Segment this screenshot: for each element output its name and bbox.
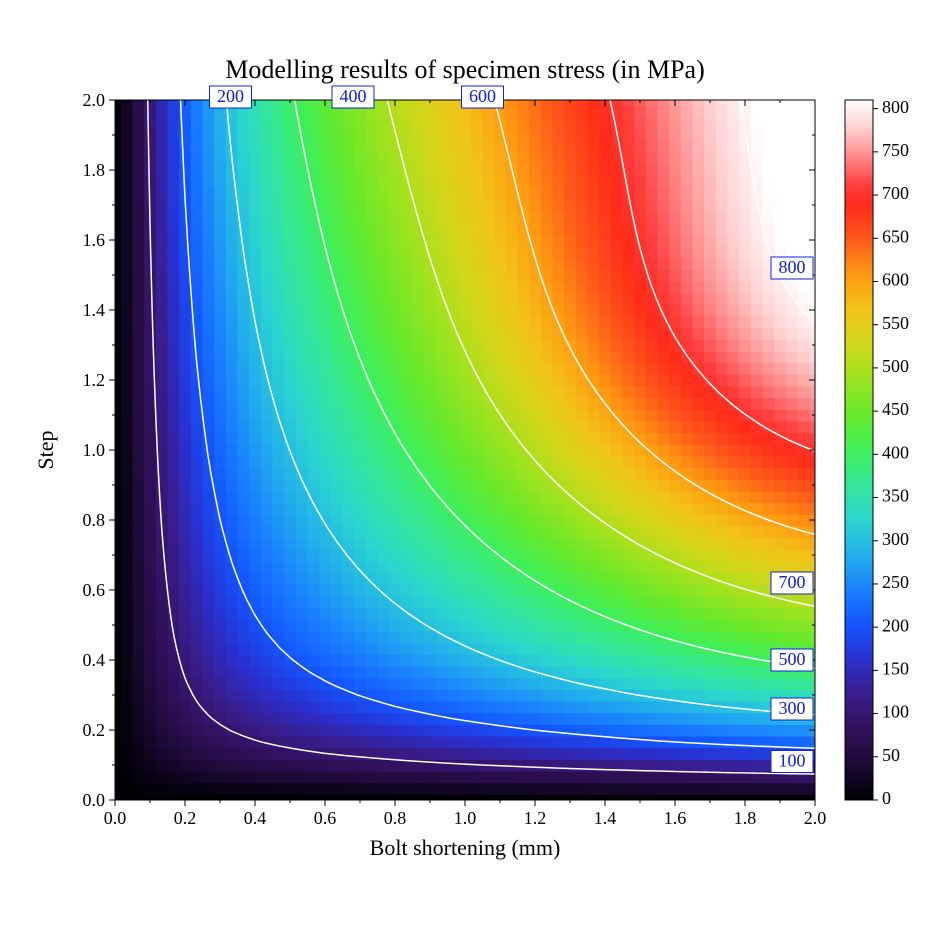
contour-label-800: 800 (779, 257, 806, 277)
x-tick-label: 1.0 (454, 808, 477, 828)
x-tick-label: 1.8 (734, 808, 757, 828)
colorbar-tick-label: 150 (882, 658, 909, 678)
colorbar-tick-label: 750 (882, 140, 909, 160)
stress-contour-chart: 0.0 0.2 0.4 0.6 0.8 1.0 1.2 1.4 1.6 1.8 2.0 0.0 0.2… (0, 0, 950, 950)
colorbar-tick-label: 50 (882, 745, 900, 765)
colorbar-tick-label: 550 (882, 313, 909, 333)
contour-label-300: 300 (779, 698, 806, 718)
contour-label-100: 100 (779, 751, 806, 771)
contour-label-200: 200 (217, 86, 244, 106)
y-tick-label: 0.6 (83, 580, 106, 600)
y-tick-label: 1.8 (83, 160, 106, 180)
x-axis-label: Bolt shortening (mm) (370, 835, 561, 860)
contour-label-600: 600 (469, 86, 496, 106)
y-tick-label: 1.2 (83, 370, 106, 390)
colorbar-tick-label: 700 (882, 183, 909, 203)
y-axis-label: Step (33, 430, 58, 469)
colorbar-tick-label: 650 (882, 226, 909, 246)
y-tick-label: 2.0 (83, 90, 106, 110)
x-tick-label: 0.0 (104, 808, 127, 828)
y-tick-label: 0.2 (83, 720, 106, 740)
colorbar-tick-label: 600 (882, 270, 909, 290)
contour-label-700: 700 (779, 572, 806, 592)
y-tick-label: 0.4 (83, 650, 106, 670)
colorbar-tick-label: 450 (882, 399, 909, 419)
colorbar-tick-label: 800 (882, 97, 909, 117)
colorbar-tick-label: 100 (882, 702, 909, 722)
chart-title: Modelling results of specimen stress (in… (225, 55, 705, 84)
contour-label-500: 500 (779, 649, 806, 669)
x-tick-label: 0.6 (314, 808, 337, 828)
colorbar-tick-label: 250 (882, 572, 909, 592)
colorbar (845, 100, 873, 800)
colorbar-tick-label: 200 (882, 615, 909, 635)
x-tick-label: 0.4 (244, 808, 267, 828)
x-tick-label: 2.0 (804, 808, 827, 828)
x-tick-label: 1.6 (664, 808, 687, 828)
colorbar-tick-label: 300 (882, 529, 909, 549)
colorbar-tick-label: 350 (882, 486, 909, 506)
y-tick-label: 1.0 (83, 440, 106, 460)
colorbar-tick-label: 500 (882, 356, 909, 376)
x-tick-label: 0.2 (174, 808, 197, 828)
x-tick-label: 0.8 (384, 808, 407, 828)
y-tick-label: 0.0 (83, 790, 106, 810)
x-tick-label: 1.2 (524, 808, 547, 828)
colorbar-ticks: 0 50 100 150 200 250 300 350 400 450 500 550 600 650 7… (873, 97, 909, 808)
colorbar-tick-label: 400 (882, 442, 909, 462)
y-tick-label: 1.4 (83, 300, 106, 320)
heatmap (109, 94, 821, 806)
y-tick-label: 0.8 (83, 510, 106, 530)
y-tick-label: 1.6 (83, 230, 106, 250)
colorbar-tick-label: 0 (882, 788, 891, 808)
contour-label-400: 400 (340, 86, 367, 106)
x-tick-label: 1.4 (594, 808, 617, 828)
